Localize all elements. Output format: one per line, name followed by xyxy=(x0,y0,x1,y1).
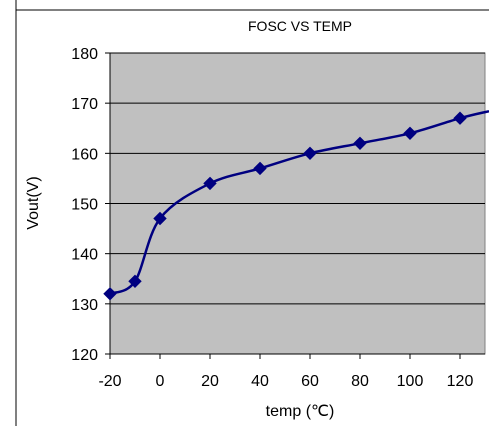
x-tick-label-60: 60 xyxy=(301,373,319,390)
y-tick-label-160: 160 xyxy=(71,146,98,163)
chart-title: FOSC VS TEMP xyxy=(248,18,352,34)
data-point-60 xyxy=(303,146,317,161)
gridlines xyxy=(110,52,485,305)
x-tick-label-40: 40 xyxy=(251,373,269,390)
x-axis-label: temp (℃) xyxy=(266,403,335,420)
y-tick-label-120: 120 xyxy=(71,347,98,364)
data-point-100 xyxy=(403,126,417,141)
data-point--20 xyxy=(103,287,117,301)
y-tick-label-130: 130 xyxy=(71,297,98,314)
data-point-40 xyxy=(253,161,267,176)
data-point-20 xyxy=(203,176,217,191)
x-tick-label-80: 80 xyxy=(351,373,369,390)
data-point-0 xyxy=(153,211,167,226)
axes xyxy=(105,52,485,359)
data-point-120 xyxy=(453,111,467,125)
x-tick-label--20: -20 xyxy=(98,373,121,390)
data-point-80 xyxy=(353,136,367,151)
data-series xyxy=(103,109,489,301)
series-line-0 xyxy=(109,109,489,295)
y-tick-label-150: 150 xyxy=(71,197,98,214)
x-tick-label-100: 100 xyxy=(397,373,424,390)
y-tick-label-180: 180 xyxy=(71,46,98,63)
x-tick-label-0: 0 xyxy=(156,373,165,390)
x-tick-labels: -20 0 20 40 60 80 100 120 xyxy=(98,373,473,390)
x-tick-label-20: 20 xyxy=(201,373,219,390)
data-point--10 xyxy=(128,274,142,289)
y-tick-label-140: 140 xyxy=(71,247,98,264)
y-axis-label: Vout(V) xyxy=(25,176,42,229)
y-tick-label-170: 170 xyxy=(71,96,98,113)
y-tick-labels: 120 130 140 150 160 170 180 xyxy=(71,46,98,364)
x-tick-label-120: 120 xyxy=(447,373,474,390)
